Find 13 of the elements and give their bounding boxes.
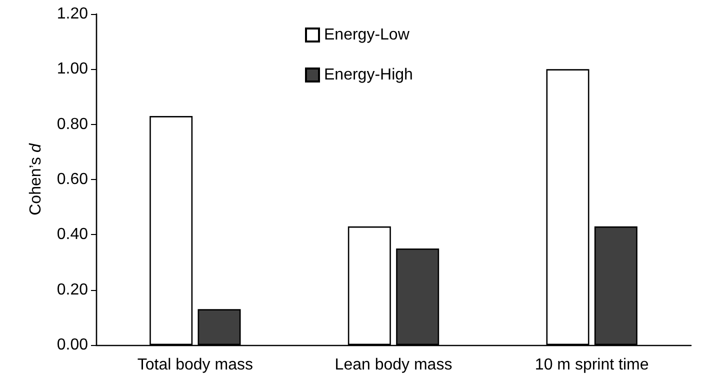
y-tick-label: 1.20: [56, 6, 88, 22]
y-axis-title: Cohen’s d: [28, 142, 44, 216]
legend-label: Energy-High: [324, 66, 413, 84]
x-tick-label: Total body mass: [137, 356, 253, 374]
x-tick-label: Lean body mass: [334, 356, 452, 374]
y-tick-label: 0.80: [56, 116, 88, 133]
y-tick-label: 1.00: [56, 60, 88, 78]
y-tick-label: 0.60: [56, 171, 88, 188]
y-tick-label: 0.20: [56, 281, 88, 298]
y-tick-label: 0.40: [56, 226, 88, 244]
legend-label: Energy-Low: [324, 26, 410, 44]
x-tick-label: 10 m sprint time: [534, 356, 649, 374]
y-tick-label: 0.00: [56, 336, 88, 354]
